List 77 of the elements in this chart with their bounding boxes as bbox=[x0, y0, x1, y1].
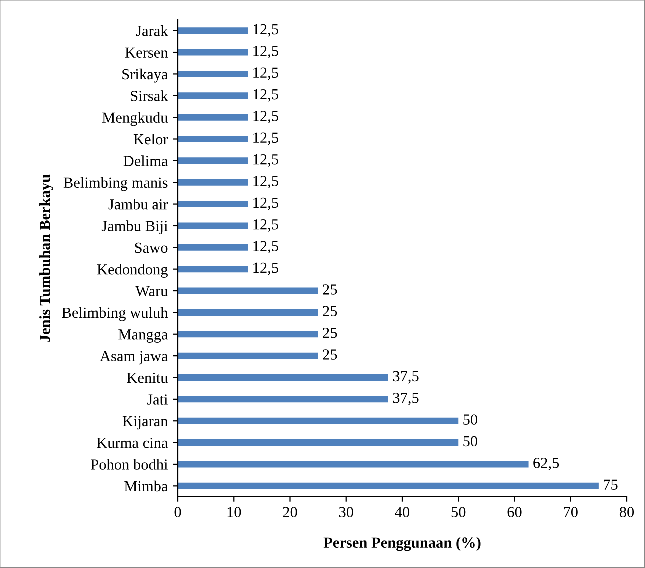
y-tick-label: Belimbing manis bbox=[64, 177, 168, 192]
x-tick-label: 60 bbox=[508, 507, 522, 518]
y-tick-label: Kersen bbox=[125, 48, 168, 58]
y-tick-label: Belimbing wuluh bbox=[62, 307, 168, 322]
x-tick-label: 50 bbox=[452, 507, 466, 518]
data-label: 25 bbox=[323, 350, 338, 360]
y-tick-label: Srikaya bbox=[122, 68, 168, 83]
data-label: 12,5 bbox=[254, 262, 278, 276]
bar bbox=[178, 70, 248, 78]
data-label: 12,5 bbox=[254, 46, 278, 59]
y-tick-label: Asam jawa bbox=[100, 351, 168, 365]
bar bbox=[178, 28, 248, 34]
y-tick-label: Waru bbox=[136, 286, 168, 297]
y-tick-label: Jarak bbox=[136, 26, 168, 36]
y-tick-label: Mimba bbox=[124, 480, 168, 492]
y-tick-label: Kenitu bbox=[127, 372, 168, 384]
bar bbox=[178, 309, 318, 316]
data-label: 12,5 bbox=[254, 154, 278, 167]
data-label: 12,5 bbox=[254, 241, 278, 254]
data-label: 50 bbox=[464, 414, 478, 425]
bar bbox=[178, 418, 459, 424]
x-tick-label: 80 bbox=[620, 507, 634, 518]
y-tick-label: Jati bbox=[147, 394, 168, 405]
bar bbox=[178, 352, 318, 360]
bar bbox=[178, 179, 248, 186]
bar bbox=[178, 49, 248, 56]
bar bbox=[178, 114, 248, 121]
y-tick-label: Mangga bbox=[118, 330, 168, 343]
y-tick-label: Kedondong bbox=[97, 264, 168, 278]
data-label: 25 bbox=[323, 328, 338, 338]
data-label: 12,5 bbox=[254, 220, 278, 232]
bar bbox=[178, 158, 248, 164]
y-tick-label: Delima bbox=[124, 156, 168, 166]
bar bbox=[178, 396, 388, 403]
y-tick-label: Jambu air bbox=[108, 198, 168, 210]
data-label: 62,5 bbox=[534, 458, 560, 470]
x-axis-title: Persen Penggunaan (%) bbox=[324, 537, 481, 552]
data-label: 12,5 bbox=[254, 24, 278, 37]
data-label: 75 bbox=[604, 480, 618, 490]
x-tick-label: 10 bbox=[228, 507, 242, 518]
y-tick-label: Kurma cina bbox=[97, 438, 168, 448]
data-label: 50 bbox=[464, 436, 478, 447]
x-tick-label: 30 bbox=[339, 507, 354, 518]
data-label: 12,5 bbox=[254, 89, 278, 102]
bar bbox=[178, 92, 248, 100]
data-label: 12,5 bbox=[254, 198, 278, 210]
bar bbox=[178, 440, 459, 446]
data-label: 25 bbox=[323, 306, 338, 317]
bar bbox=[178, 244, 248, 251]
x-tick-label: 40 bbox=[395, 507, 410, 518]
bar bbox=[178, 288, 318, 294]
y-tick-label: Sawo bbox=[135, 242, 168, 254]
bar bbox=[178, 201, 248, 208]
x-tick-label: 70 bbox=[564, 507, 578, 518]
y-tick-label: Pohon bodhi bbox=[91, 459, 168, 470]
data-label: 37,5 bbox=[393, 392, 419, 406]
y-tick-label: Mengkudu bbox=[102, 112, 168, 126]
data-label: 25 bbox=[323, 284, 338, 295]
bar bbox=[178, 266, 248, 273]
bar bbox=[178, 222, 248, 230]
bar bbox=[178, 331, 318, 338]
x-tick-label: 0 bbox=[174, 507, 182, 518]
bar bbox=[178, 482, 599, 490]
data-label: 12,5 bbox=[254, 176, 278, 189]
data-label: 12,5 bbox=[254, 132, 278, 146]
y-tick-label: Sirsak bbox=[131, 90, 168, 102]
data-label: 12,5 bbox=[254, 68, 278, 80]
data-label: 12,5 bbox=[254, 111, 278, 124]
bar bbox=[178, 461, 529, 468]
y-tick-label: Kijaran bbox=[122, 416, 168, 430]
bar bbox=[178, 374, 388, 381]
y-axis-title: Jenis Tumbuhan Berkayu bbox=[40, 174, 54, 342]
y-tick-label: Jambu Biji bbox=[102, 220, 168, 235]
y-tick-label: Kelor bbox=[134, 134, 168, 145]
x-tick-label: 20 bbox=[283, 507, 298, 518]
bar bbox=[178, 136, 248, 142]
data-label: 37,5 bbox=[393, 371, 419, 384]
